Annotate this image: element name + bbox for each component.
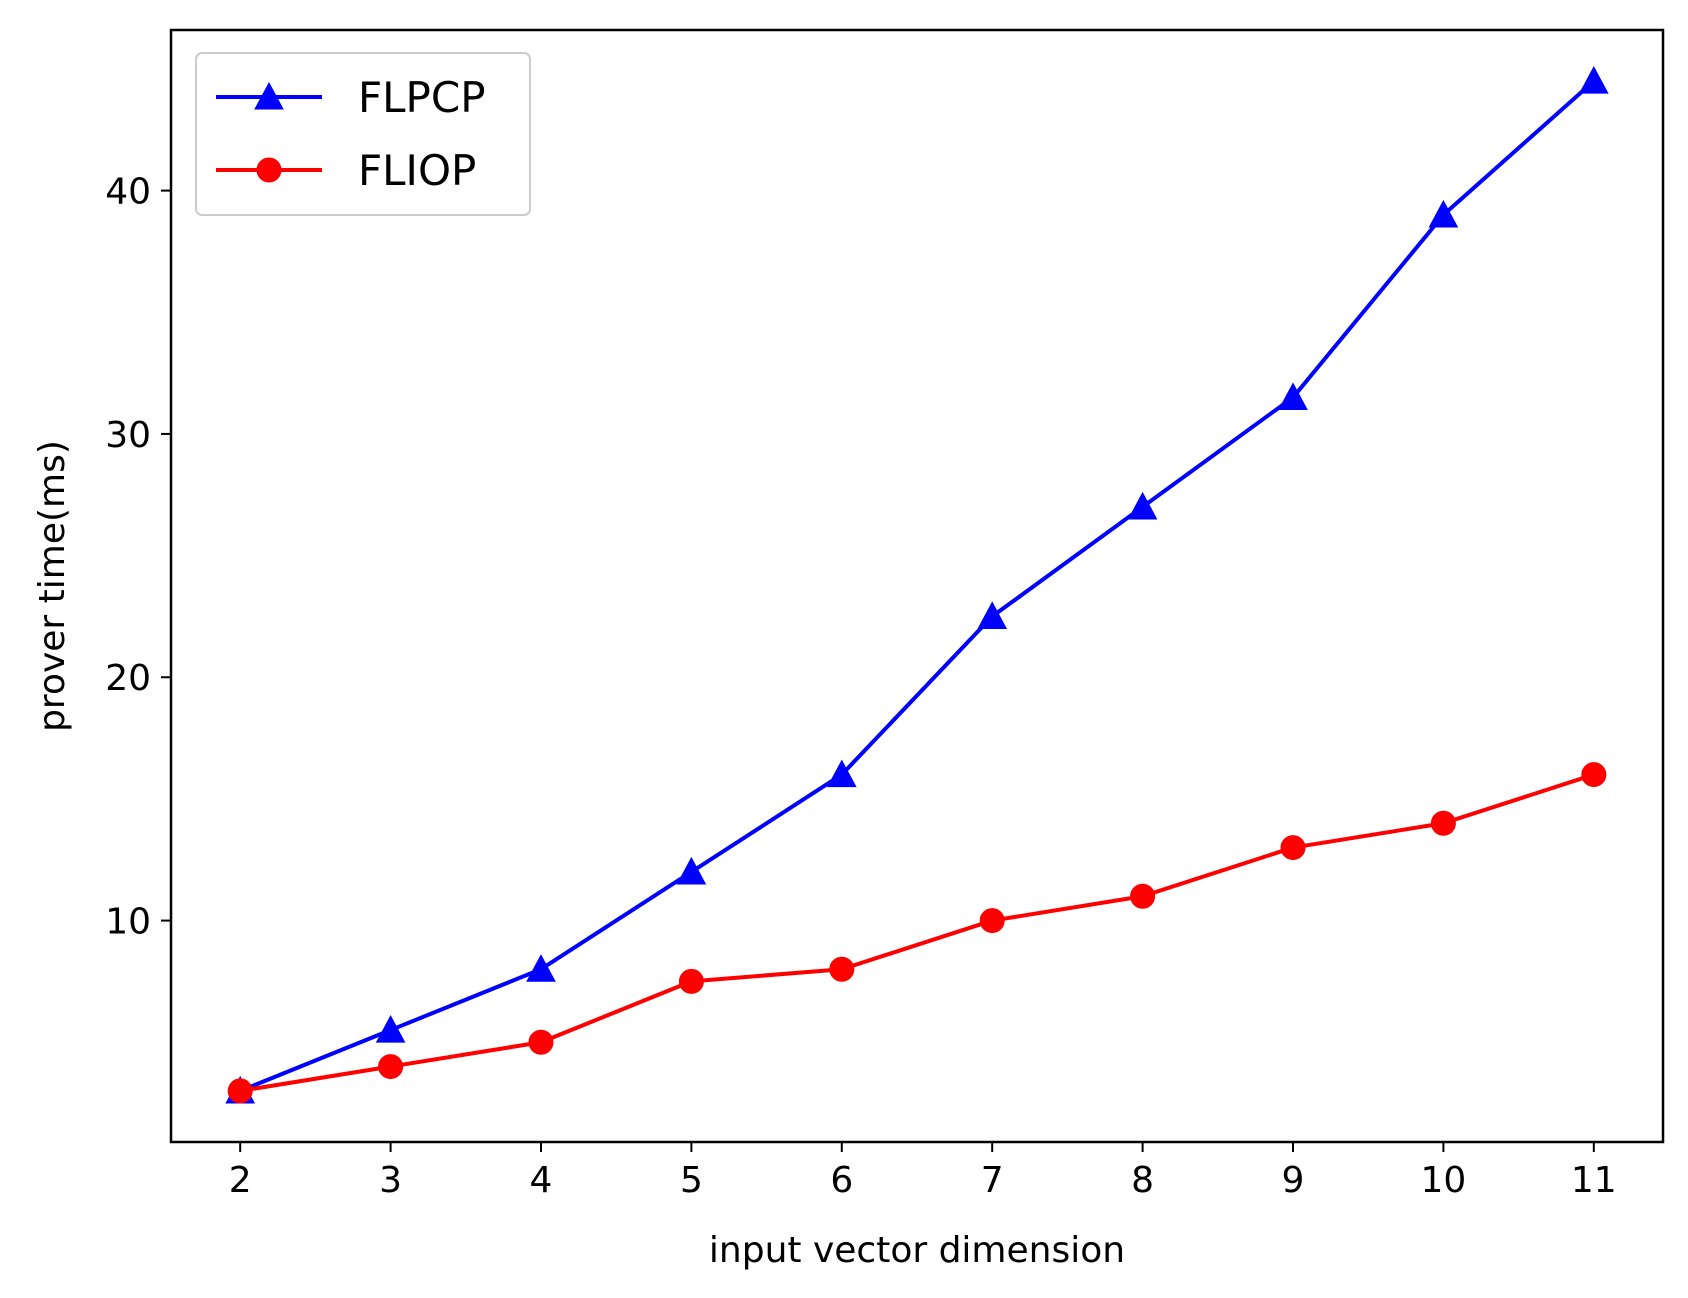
data-point-fliop (528, 1029, 554, 1055)
x-tick-label: 7 (981, 1160, 1004, 1201)
x-axis: 2 3 4 5 6 7 8 9 10 11 (229, 1142, 1617, 1201)
plot-frame (169, 28, 1665, 1144)
y-tick-label: 40 (105, 172, 151, 213)
data-point-flpcp (375, 1015, 406, 1043)
data-point-fliop (829, 956, 855, 982)
legend: FLPCP FLIOP (195, 52, 531, 216)
y-tick-label: 30 (105, 415, 151, 456)
y-tick-label: 10 (105, 902, 151, 943)
data-point-flpcp (1578, 66, 1609, 94)
triangle-marker-icon (254, 81, 284, 110)
x-tick-label: 6 (830, 1160, 853, 1201)
x-tick-label: 5 (680, 1160, 703, 1201)
data-point-flpcp (1428, 199, 1459, 228)
data-point-flpcp (1278, 382, 1308, 410)
data-point-fliop (1430, 810, 1456, 836)
x-tick-label: 9 (1282, 1160, 1305, 1201)
y-axis-label: prover time(ms) (32, 440, 73, 732)
data-point-flpcp (826, 759, 857, 788)
series-line-flpcp (239, 79, 1596, 1093)
x-tick-label: 4 (530, 1160, 553, 1201)
legend-item-fliop: FLIOP (216, 146, 476, 195)
legend-label: FLIOP (358, 146, 476, 195)
data-point-fliop (979, 908, 1005, 934)
data-point-flpcp (676, 856, 707, 885)
x-axis-label: input vector dimension (709, 1230, 1125, 1271)
x-tick-label: 11 (1571, 1160, 1617, 1201)
y-tick-label: 20 (105, 658, 151, 699)
data-point-flpcp (977, 601, 1008, 629)
data-point-fliop (378, 1054, 404, 1080)
series-flpcp (225, 66, 1609, 1104)
series-line-fliop (239, 772, 1595, 1093)
x-tick-label: 3 (379, 1160, 402, 1201)
y-axis: 10 20 30 40 (105, 172, 171, 943)
x-tick-label: 10 (1421, 1160, 1467, 1201)
x-tick-label: 8 (1131, 1160, 1154, 1201)
series-fliop (227, 762, 1607, 1104)
data-point-fliop (1581, 762, 1607, 788)
data-point-fliop (227, 1078, 253, 1104)
data-point-flpcp (1127, 491, 1158, 520)
data-point-fliop (1130, 883, 1156, 909)
data-point-fliop (1280, 835, 1306, 861)
legend-item-flpcp: FLPCP (216, 73, 486, 122)
plot-area (225, 66, 1609, 1104)
x-tick-label: 2 (229, 1160, 252, 1201)
data-point-flpcp (526, 954, 556, 982)
data-point-fliop (678, 968, 704, 994)
legend-label: FLPCP (358, 73, 486, 122)
circle-marker-icon (256, 157, 282, 183)
